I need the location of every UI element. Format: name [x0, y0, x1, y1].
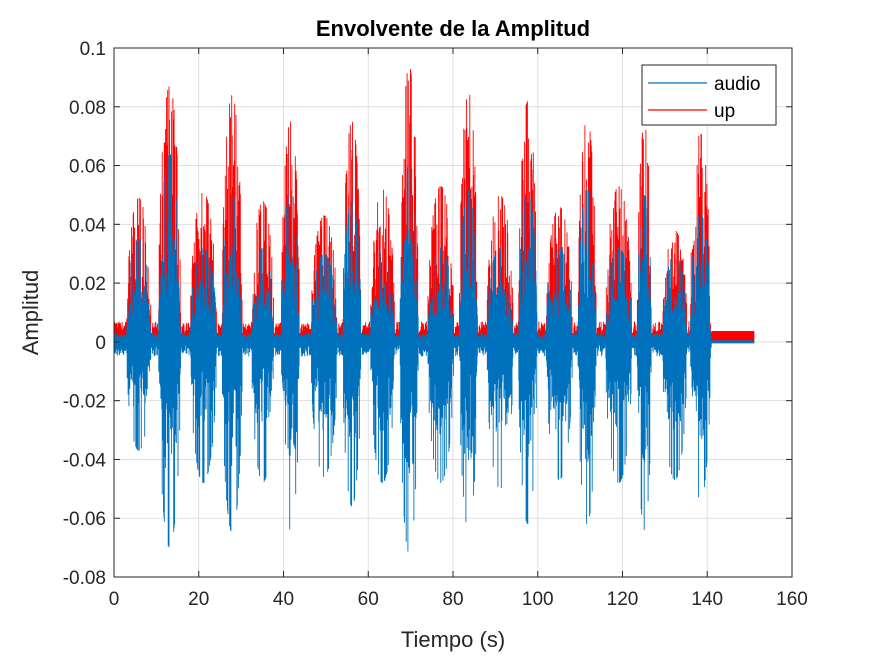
- legend: audio up: [641, 64, 777, 126]
- x-tick-label: 60: [358, 589, 379, 610]
- y-tick-label: -0.08: [63, 568, 106, 589]
- x-tick-label: 40: [273, 589, 294, 610]
- legend-box: [641, 64, 777, 126]
- x-tick-label: 100: [522, 589, 554, 610]
- x-tick-label: 120: [607, 589, 639, 610]
- y-tick-label: -0.04: [63, 450, 107, 471]
- x-axis-title: Tiempo (s): [401, 627, 505, 652]
- y-tick-label: -0.06: [63, 509, 106, 530]
- y-axis-title: Amplitud: [18, 270, 43, 356]
- x-axis-ticks: 0 20 40 60 80 100 120 140 160: [109, 48, 808, 610]
- y-tick-label: 0.06: [69, 157, 106, 178]
- legend-label-audio: audio: [714, 74, 761, 95]
- x-tick-label: 0: [109, 589, 120, 610]
- x-tick-label: 140: [691, 589, 723, 610]
- y-tick-label: 0.08: [69, 98, 106, 119]
- x-tick-label: 160: [776, 589, 808, 610]
- legend-label-up: up: [714, 101, 735, 122]
- x-tick-label: 80: [442, 589, 463, 610]
- y-axis-ticks: -0.08 -0.06 -0.04 -0.02 0 0.02 0.04 0.06 0.08 0.1: [63, 39, 792, 589]
- series-layer: [113, 69, 755, 552]
- chart-title: Envolvente de la Amplitud: [316, 16, 590, 41]
- x-tick-label: 20: [188, 589, 209, 610]
- y-tick-label: -0.02: [63, 392, 106, 413]
- y-tick-label: 0.04: [69, 215, 106, 236]
- y-tick-label: 0: [95, 333, 106, 354]
- y-tick-label: 0.02: [69, 274, 106, 295]
- y-tick-label: 0.1: [80, 39, 106, 60]
